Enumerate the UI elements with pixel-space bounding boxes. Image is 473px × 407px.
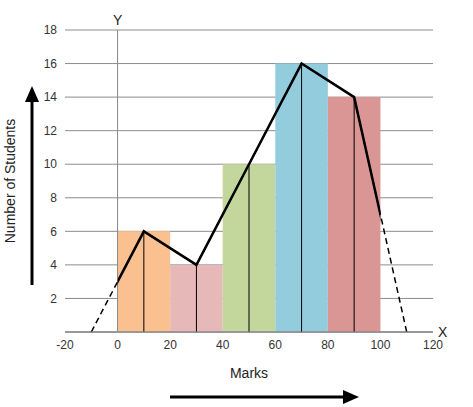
svg-text:20: 20 bbox=[163, 338, 177, 352]
svg-text:10: 10 bbox=[44, 157, 58, 171]
svg-text:8: 8 bbox=[50, 191, 57, 205]
svg-text:6: 6 bbox=[50, 225, 57, 239]
svg-text:Number of Students: Number of Students bbox=[2, 119, 18, 244]
svg-text:X: X bbox=[438, 324, 448, 340]
svg-text:-20: -20 bbox=[56, 338, 74, 352]
svg-text:40: 40 bbox=[216, 338, 230, 352]
svg-text:100: 100 bbox=[370, 338, 390, 352]
svg-text:18: 18 bbox=[44, 23, 58, 37]
svg-text:4: 4 bbox=[50, 258, 57, 272]
svg-text:60: 60 bbox=[269, 338, 283, 352]
svg-text:14: 14 bbox=[44, 90, 58, 104]
svg-text:16: 16 bbox=[44, 57, 58, 71]
svg-text:120: 120 bbox=[423, 337, 443, 352]
svg-text:Marks: Marks bbox=[230, 365, 268, 381]
svg-text:80: 80 bbox=[321, 338, 335, 352]
svg-text:2: 2 bbox=[50, 292, 57, 306]
svg-text:Y: Y bbox=[113, 12, 123, 28]
svg-text:12: 12 bbox=[44, 124, 58, 138]
svg-text:0: 0 bbox=[114, 338, 121, 352]
